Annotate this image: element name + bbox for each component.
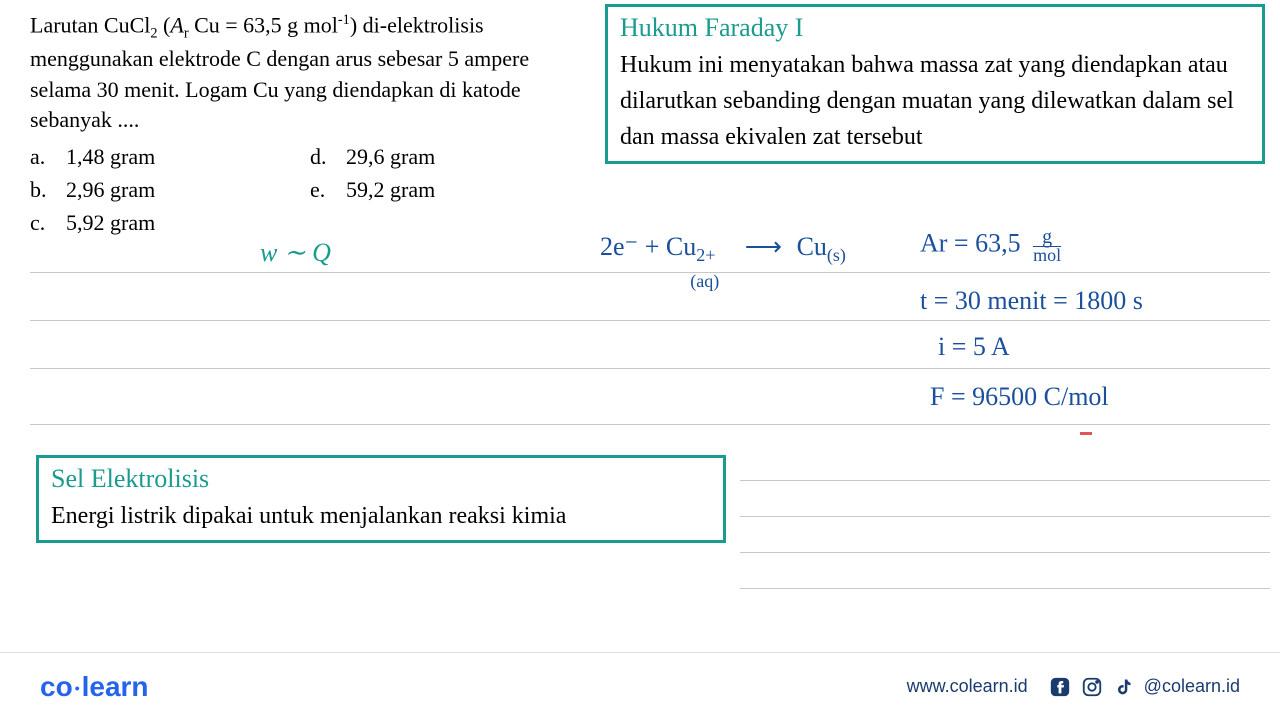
red-dash — [1080, 432, 1092, 435]
main-area: Larutan CuCl2 (Ar Cu = 63,5 g mol-1) di-… — [0, 0, 1280, 650]
sel-title: Sel Elektrolisis — [51, 464, 711, 494]
footer: co•learn www.colearn.id @colearn.id — [0, 652, 1280, 720]
option-e: e. 59,2 gram — [310, 175, 590, 206]
faraday-box: Hukum Faraday I Hukum ini menyatakan bah… — [605, 4, 1265, 164]
website-link[interactable]: www.colearn.id — [907, 676, 1028, 697]
footer-right: www.colearn.id @colearn.id — [907, 675, 1240, 699]
facebook-icon[interactable] — [1048, 675, 1072, 699]
question-text: Larutan CuCl2 (Ar Cu = 63,5 g mol-1) di-… — [30, 10, 590, 136]
sel-box: Sel Elektrolisis Energi listrik dipakai … — [36, 455, 726, 543]
instagram-icon[interactable] — [1080, 675, 1104, 699]
hw-t: t = 30 menit = 1800 s — [920, 286, 1143, 316]
faraday-title: Hukum Faraday I — [620, 13, 1250, 43]
option-b: b. 2,96 gram — [30, 175, 310, 206]
tiktok-icon[interactable] — [1112, 675, 1136, 699]
brand-logo: co•learn — [40, 671, 149, 703]
social-handle: @colearn.id — [1144, 676, 1240, 697]
sel-body: Energi listrik dipakai untuk menjalankan… — [51, 498, 711, 534]
hw-ar: Ar = 63,5 g mol — [920, 228, 1061, 263]
option-a: a. 1,48 gram — [30, 142, 310, 173]
options-grid: a. 1,48 gram d. 29,6 gram b. 2,96 gram e… — [30, 142, 590, 238]
option-c: c. 5,92 gram — [30, 208, 310, 239]
hw-i: i = 5 A — [938, 332, 1010, 362]
hw-f: F = 96500 C/mol — [930, 382, 1109, 412]
option-d: d. 29,6 gram — [310, 142, 590, 173]
hw-reaction: 2e⁻ + Cu2+(aq) ⟶ Cu(s) — [600, 232, 846, 266]
faraday-body: Hukum ini menyatakan bahwa massa zat yan… — [620, 47, 1250, 155]
socials: @colearn.id — [1048, 675, 1240, 699]
question-block: Larutan CuCl2 (Ar Cu = 63,5 g mol-1) di-… — [30, 10, 590, 239]
hw-wq: w ∼ Q — [260, 238, 331, 268]
